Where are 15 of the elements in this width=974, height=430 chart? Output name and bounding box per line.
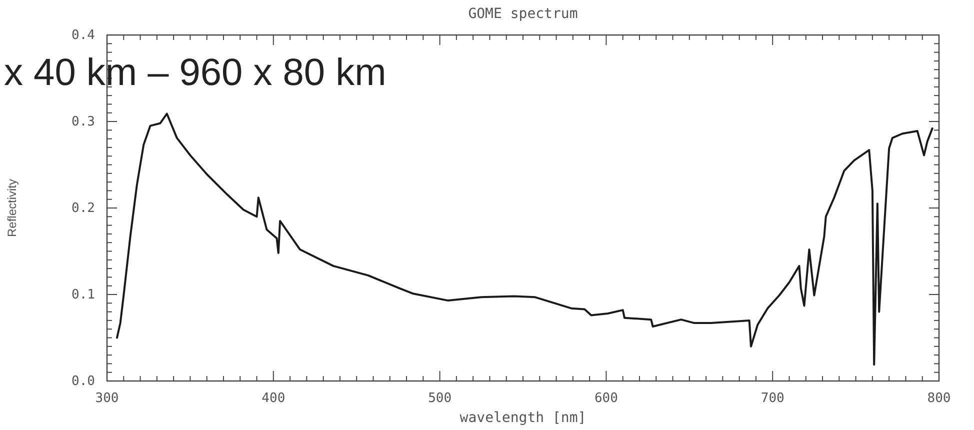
- chart-title: GOME spectrum: [468, 6, 578, 22]
- line-series: [116, 112, 934, 366]
- y-tick-label: 0.3: [72, 114, 95, 130]
- x-tick-label: 600: [594, 391, 618, 406]
- y-tick-label: 0.0: [72, 374, 95, 390]
- y-axis-title: Reflectivity: [5, 178, 19, 238]
- x-tick-label: 700: [760, 391, 784, 406]
- x-tick-label: 500: [428, 391, 452, 406]
- y-tick-label: 0.1: [72, 288, 95, 303]
- x-axis-title: wavelength [nm]: [460, 410, 586, 426]
- y-tick-label: 0.2: [72, 201, 95, 216]
- x-tick-label: 800: [927, 391, 951, 406]
- x-tick-label: 300: [95, 391, 119, 406]
- x-tick-label: 400: [262, 391, 286, 406]
- y-tick-label: 0.4: [72, 28, 96, 44]
